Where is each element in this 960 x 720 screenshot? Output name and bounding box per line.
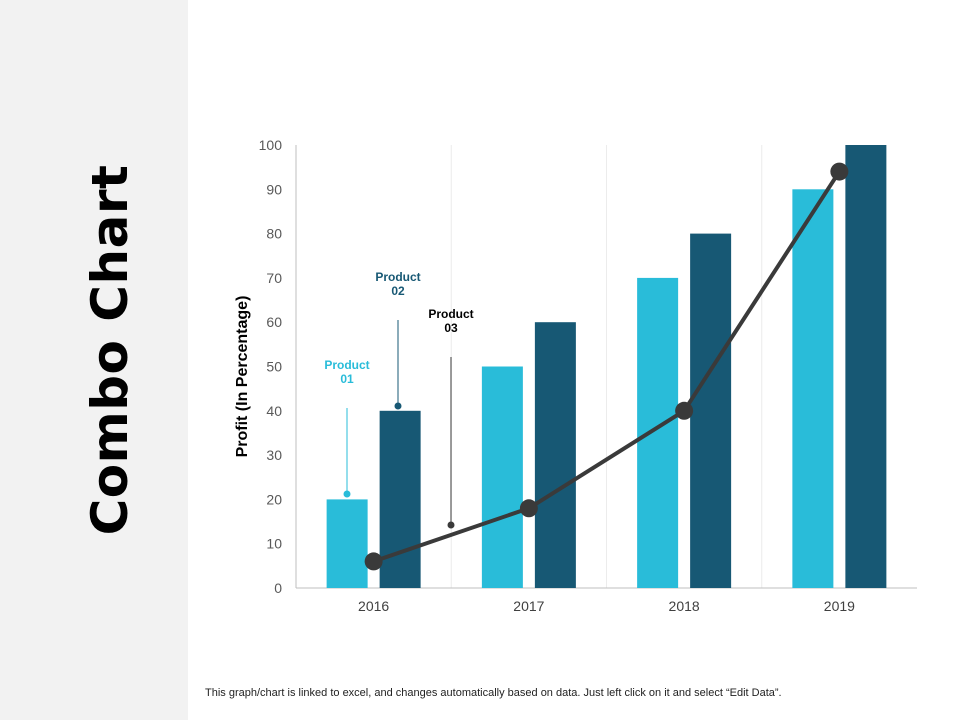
y-tick-label: 10 [266, 536, 282, 552]
y-tick-label: 70 [266, 270, 282, 286]
line-point [830, 162, 849, 181]
series-label: Product [324, 358, 369, 372]
series-label: Product [428, 307, 473, 321]
x-tick-label: 2016 [358, 598, 389, 614]
x-tick-label: 2017 [513, 598, 544, 614]
series-label: 01 [340, 372, 354, 386]
x-tick-label: 2018 [669, 598, 700, 614]
y-tick-label: 100 [259, 137, 283, 153]
bar-product-02 [690, 233, 732, 588]
y-tick-label: 80 [266, 226, 282, 242]
y-tick-label: 0 [274, 580, 282, 596]
line-product-03 [372, 170, 842, 564]
bar-product-02 [379, 410, 421, 588]
series-label: 03 [444, 321, 458, 335]
series-label: Product [375, 270, 420, 284]
y-tick-label: 60 [266, 314, 282, 330]
callout-dot [343, 490, 351, 498]
bar-product-01 [792, 189, 834, 589]
side-panel: Combo Chart [0, 0, 188, 720]
footer-note: This graph/chart is linked to excel, and… [205, 687, 782, 699]
line-point [675, 401, 694, 420]
callout-dot [394, 402, 402, 410]
line-point [364, 552, 383, 571]
y-axis-label: Profit (In Percentage) [234, 296, 251, 458]
y-tick-label: 50 [266, 359, 282, 375]
x-tick-label: 2019 [824, 598, 855, 614]
line-point [519, 499, 538, 518]
bar-product-01 [326, 499, 368, 588]
bar-product-02 [534, 322, 576, 588]
y-tick-label: 40 [266, 403, 282, 419]
bar-product-01 [637, 277, 679, 588]
y-tick-label: 30 [266, 447, 282, 463]
bar-product-02 [845, 145, 887, 588]
y-tick-label: 20 [266, 491, 282, 507]
series-label: 02 [391, 284, 405, 298]
bar-product-01 [481, 366, 523, 588]
y-tick-label: 90 [266, 181, 282, 197]
callout-dot [447, 521, 455, 529]
